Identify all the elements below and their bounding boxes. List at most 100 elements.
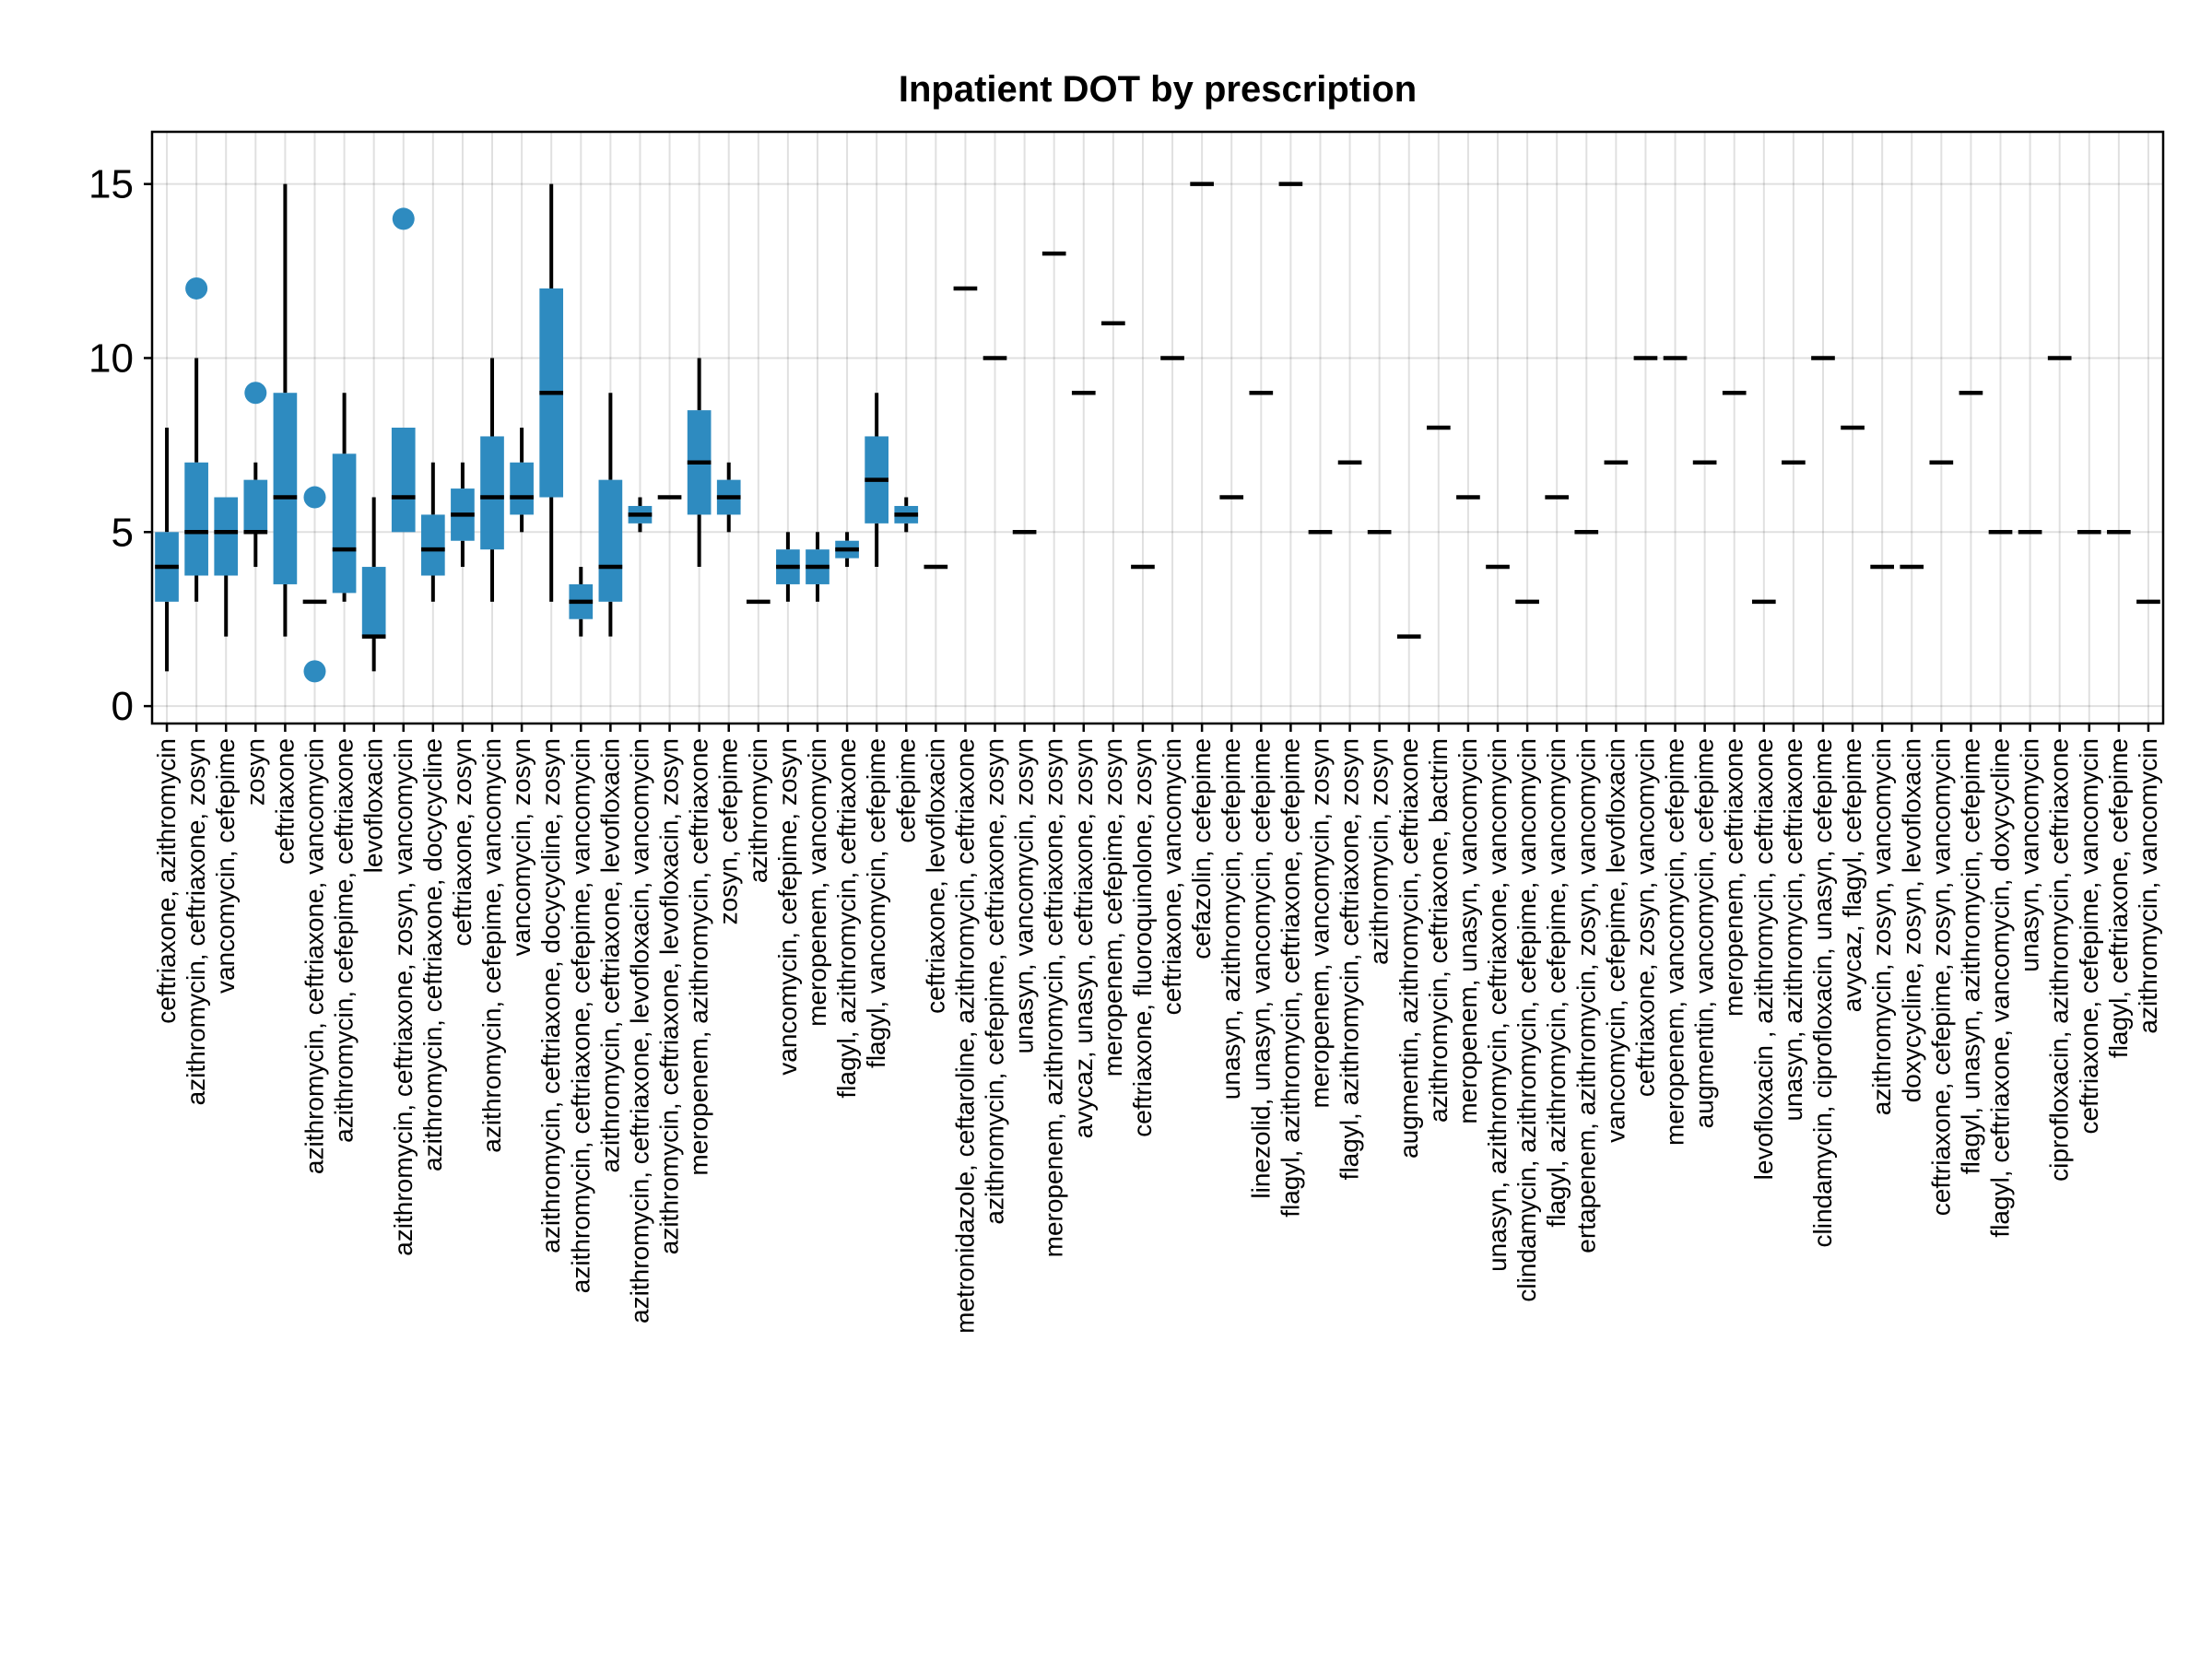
outlier-point <box>244 382 267 405</box>
box-6 <box>332 393 357 602</box>
x-tick-label: flagyl, azithromycin, cefepime, vancomyc… <box>1542 738 1571 1228</box>
x-tick-label: azithromycin, ceftriaxone, cefepime, van… <box>566 738 594 1293</box>
x-tick-label: ceftriaxone, zosyn <box>448 738 477 947</box>
box-body <box>391 428 416 533</box>
x-tick-label: metronidazole, ceftaroline, azithromycin… <box>950 738 979 1334</box>
box-body <box>510 462 534 515</box>
x-tick-label: flagyl, azithromycin, ceftriaxone, cefep… <box>1276 738 1304 1218</box>
x-tick-label: azithromycin, ceftriaxone, docycycline <box>418 738 447 1171</box>
y-tick-label: 15 <box>88 162 134 207</box>
x-tick-label: cefazolin, cefepime <box>1187 738 1216 959</box>
box-12 <box>510 428 534 533</box>
box-2 <box>214 497 239 637</box>
box-16 <box>628 497 653 533</box>
x-tick-label: azithromycin, zosyn, vancomycin <box>1867 738 1896 1115</box>
x-tick-label: ceftriaxone, vancomycin <box>1158 738 1186 1015</box>
x-tick-label: azithromycin, zosyn <box>1365 738 1394 965</box>
x-tick-label: azithromycin, vancomycin <box>2134 738 2162 1034</box>
box-9 <box>421 462 445 602</box>
y-tick-label: 0 <box>112 684 134 729</box>
x-tick-label: unasyn, vancomycin <box>2016 738 2044 972</box>
x-tick-label: meropenem, vancomycin, zosyn <box>1305 738 1334 1109</box>
grid-lines <box>152 132 2163 724</box>
x-tick-label: unasyn, azithromycin, cefepime <box>1217 738 1245 1100</box>
box-body <box>598 479 623 602</box>
x-tick-label: unasyn, azithromycin, ceftriaxone <box>1779 738 1807 1122</box>
box-5 <box>302 486 327 683</box>
x-tick-label: levofloxacin <box>359 738 388 873</box>
box-body <box>361 567 386 637</box>
box-3 <box>243 382 268 568</box>
x-tick-label: azithromycin, ceftriaxone, vancomycin <box>300 738 328 1174</box>
x-tick-label: meropenem, azithromycin, ceftriaxone <box>685 738 713 1176</box>
x-tick-label: ciprofloxacin, azithromycin, ceftriaxone <box>2045 738 2074 1182</box>
x-tick-label: augmentin, azithromycin, ceftriaxone <box>1394 738 1423 1159</box>
plot-frame <box>150 130 2165 725</box>
box-0 <box>155 428 179 672</box>
x-tick-label: unasyn, azithromycin, ceftriaxone, vanco… <box>1483 738 1512 1272</box>
box-body <box>480 436 504 550</box>
x-tick-label: flagyl, vancomycin, cefepime <box>862 738 890 1068</box>
outlier-point <box>303 486 326 509</box>
box-23 <box>835 532 859 568</box>
box-11 <box>480 358 504 602</box>
box-body <box>243 479 268 533</box>
x-tick-label: levofloxacin , azithromycin, ceftriaxone <box>1749 738 1778 1180</box>
outlier-point <box>303 660 326 683</box>
x-tick-label: avycaz, flagyl, cefepime <box>1838 738 1866 1012</box>
x-tick-label: vancomycin, zosyn <box>507 738 535 957</box>
x-tick-label: zosyn, cefepime <box>714 738 743 924</box>
x-tick-label: azithromycin, ceftriaxone, zosyn <box>182 738 210 1105</box>
box-24 <box>865 393 888 568</box>
x-tick-label: meropenem, vancomycin, cefepime <box>1661 738 1689 1146</box>
box-7 <box>361 497 386 672</box>
x-tick-label: ceftriaxone, fluoroquinolone, zosyn <box>1128 738 1157 1137</box>
x-tick-label: flagyl, unasyn, azithromycin, cefepime <box>1956 738 1984 1174</box>
x-tick-label: azithromycin, ceftriaxone, levofloxacin,… <box>625 738 653 1324</box>
x-tick-label: azithromycin, ceftriaxone, docycycline, … <box>536 738 565 1253</box>
x-tick-label: azithromycin, cefepime, ceftriaxone <box>330 738 359 1143</box>
x-tick-label: ceftriaxone, levofloxacin <box>921 738 949 1014</box>
box-body <box>214 497 239 576</box>
box-13 <box>539 183 564 602</box>
box-21 <box>776 532 800 602</box>
x-tick-label: meropenem, ceftriaxone <box>1720 738 1748 1017</box>
x-tick-label: azithromycin, ceftriaxone, levofloxacin <box>595 738 624 1173</box>
x-tick-label: vancomycin, cefepime <box>211 738 240 994</box>
x-tick-label: zosyn <box>241 738 269 806</box>
x-tick-label: meropenem, azithromycin, ceftriaxone, zo… <box>1040 738 1068 1257</box>
box-18 <box>687 358 712 568</box>
x-tick-label: azithromycin, ceftriaxone, levofloxacin,… <box>655 738 684 1254</box>
y-tick-label: 5 <box>112 510 134 555</box>
box-8 <box>391 207 416 533</box>
x-tick-label: azithromycin, ceftriaxone, zosyn, vancom… <box>389 738 418 1256</box>
x-tick-label: doxycycline, zosyn, levofloxacin <box>1897 738 1925 1102</box>
box-body <box>184 462 208 576</box>
x-tick-label: flagyl, azithromycin, ceftriaxone, zosyn <box>1335 738 1364 1180</box>
y-axis: 0 5 10 15 <box>88 162 152 729</box>
x-tick-label: azithromycin, ceftriaxone, bactrim <box>1424 738 1453 1123</box>
box-body <box>332 453 357 594</box>
box-body <box>273 393 298 584</box>
x-tick-label: unasyn, vancomycin, zosyn <box>1010 738 1039 1053</box>
x-tick-label: ceftriaxone, cefepime, zosyn, vancomycin <box>1926 738 1955 1216</box>
box-14 <box>569 567 594 637</box>
x-tick-label: meropenem, vancomycin <box>803 738 831 1027</box>
box-1 <box>184 276 208 602</box>
x-tick-label: clindamycin, azithromycin, cefepime, van… <box>1512 738 1541 1302</box>
box-body <box>421 514 445 576</box>
x-tick-label: augmentin, vancomycin, cefepime <box>1690 738 1719 1128</box>
x-tick-label: ertapenem, azithromycin, zosyn, vancomyc… <box>1571 738 1600 1253</box>
y-tick-label: 10 <box>88 335 134 381</box>
x-tick-label: clindamycin, ciprofloxacin, unasyn, cefe… <box>1808 738 1837 1247</box>
box-15 <box>598 393 623 637</box>
box-22 <box>806 532 830 602</box>
x-tick-label: vancomycin, cefepime, zosyn <box>773 738 802 1076</box>
x-tick-label: meropenem, cefepime, zosyn <box>1099 738 1127 1077</box>
x-tick-label: azithromycin, cefepime, ceftriaxone, zos… <box>981 738 1009 1225</box>
outlier-point <box>392 207 415 230</box>
x-tick-label: flagyl, ceftriaxone, vancomycin, doxycyc… <box>1986 738 2015 1238</box>
x-tick-label: azithromycin <box>744 738 772 883</box>
